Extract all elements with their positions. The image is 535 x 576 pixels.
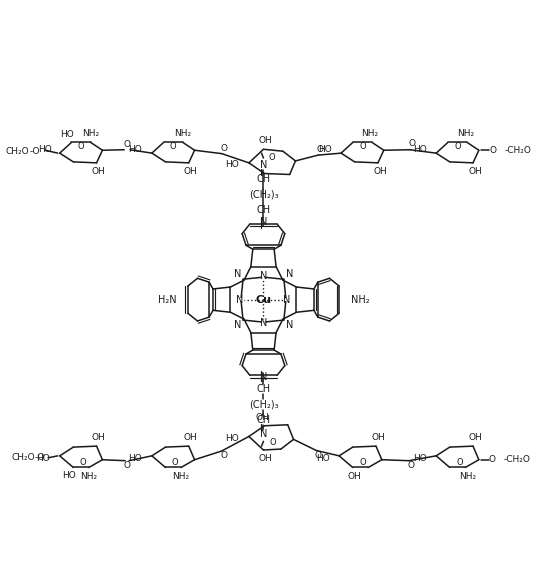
Text: O: O (80, 458, 86, 467)
Text: -CH₂O: -CH₂O (504, 146, 531, 155)
Text: O: O (408, 139, 415, 149)
Text: -CH₂O: -CH₂O (503, 455, 530, 464)
Text: CH₂O: CH₂O (12, 453, 35, 463)
Text: OH: OH (258, 136, 272, 145)
Text: NH₂: NH₂ (458, 472, 476, 481)
Text: CH: CH (256, 384, 271, 394)
Text: CH₂O: CH₂O (5, 147, 29, 156)
Text: HO: HO (225, 434, 239, 443)
Text: NH₂: NH₂ (174, 129, 192, 138)
Text: H₂N: H₂N (157, 295, 176, 305)
Text: OH: OH (371, 433, 385, 442)
Text: HO: HO (225, 160, 239, 169)
Text: O: O (269, 153, 276, 162)
Text: NH₂: NH₂ (457, 129, 474, 138)
Text: O: O (408, 461, 415, 470)
Text: O: O (78, 142, 85, 151)
Text: O: O (220, 144, 227, 153)
Text: O: O (172, 458, 179, 467)
Text: OH: OH (468, 167, 482, 176)
Text: N: N (260, 217, 267, 227)
Text: HO: HO (316, 454, 330, 463)
Text: CH: CH (256, 175, 271, 184)
Text: CH: CH (256, 206, 271, 215)
Text: O: O (124, 141, 131, 149)
Text: N: N (283, 295, 291, 305)
Text: -O: -O (35, 453, 45, 463)
Text: O: O (124, 461, 131, 470)
Text: NH₂: NH₂ (351, 295, 369, 305)
Text: NH₂: NH₂ (80, 472, 97, 481)
Text: OH: OH (348, 472, 362, 481)
Text: N: N (260, 160, 267, 170)
Text: O: O (315, 451, 322, 460)
Text: O: O (270, 438, 277, 447)
Text: HO: HO (412, 454, 426, 463)
Text: OH: OH (373, 167, 387, 176)
Text: OH: OH (258, 454, 272, 463)
Text: O: O (456, 458, 463, 467)
Text: HO: HO (36, 454, 50, 463)
Text: OH: OH (184, 433, 197, 442)
Text: O: O (359, 142, 366, 151)
Text: HO: HO (128, 145, 142, 154)
Text: NH₂: NH₂ (82, 129, 100, 138)
Text: Cu: Cu (256, 295, 271, 305)
Text: HO: HO (38, 145, 52, 154)
Text: O: O (490, 146, 497, 155)
Text: O: O (220, 452, 227, 460)
Text: N: N (260, 318, 267, 328)
Text: (CH₂)₃: (CH₂)₃ (249, 399, 278, 410)
Text: OH: OH (256, 412, 269, 422)
Text: N: N (236, 295, 244, 305)
Text: O: O (359, 458, 366, 467)
Text: N: N (260, 372, 267, 382)
Text: N: N (286, 270, 293, 279)
Text: O: O (489, 455, 496, 464)
Text: OH: OH (468, 433, 482, 442)
Text: OH: OH (91, 433, 105, 442)
Text: N: N (286, 320, 293, 330)
Text: HO: HO (412, 145, 426, 154)
Text: OH: OH (91, 167, 105, 176)
Text: N: N (260, 430, 267, 439)
Text: HO: HO (63, 471, 77, 480)
Text: N: N (260, 271, 267, 281)
Text: HO: HO (128, 454, 142, 463)
Text: (CH₂)₃: (CH₂)₃ (249, 190, 278, 200)
Text: -O: -O (30, 147, 40, 156)
Text: N: N (234, 320, 241, 330)
Text: O: O (170, 142, 177, 151)
Text: NH₂: NH₂ (362, 129, 379, 138)
Text: HO: HO (60, 130, 74, 139)
Text: CH: CH (256, 415, 271, 425)
Text: HO: HO (318, 145, 331, 154)
Text: N: N (234, 270, 241, 279)
Text: O: O (454, 142, 461, 151)
Text: O: O (317, 145, 324, 154)
Text: NH₂: NH₂ (172, 472, 189, 481)
Text: OH: OH (184, 167, 197, 176)
